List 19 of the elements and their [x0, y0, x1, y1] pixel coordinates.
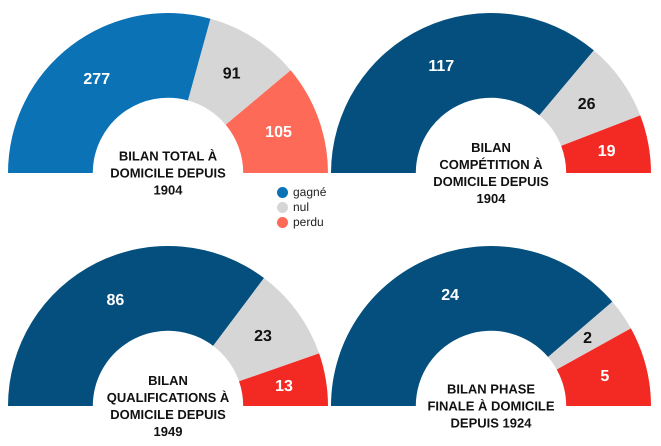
data-label: 277 — [83, 70, 110, 88]
data-label: 23 — [254, 328, 272, 346]
data-label: 24 — [441, 287, 460, 304]
data-label: 117 — [428, 58, 454, 75]
text: BILAN PHASE FINALE À DOMICILE DEPUIS 1924 — [426, 380, 556, 432]
data-label: 5 — [600, 368, 610, 385]
data-label: 2 — [583, 330, 592, 348]
data-label: 13 — [275, 378, 293, 395]
legend-label: perdu — [293, 215, 324, 230]
text: BILAN COMPÉTITION À DOMICILE DEPUIS 1904 — [432, 139, 550, 207]
data-label: 19 — [598, 142, 616, 160]
data-label: 26 — [578, 96, 596, 114]
data-label: 105 — [265, 124, 292, 142]
text: BILAN TOTAL À DOMICILE DEPUIS 1904 — [109, 148, 227, 198]
legend-label: nul — [293, 200, 310, 215]
data-label: 86 — [106, 292, 124, 310]
legend-label: gagné — [293, 185, 326, 200]
text: BILAN QUALIFICATIONS À DOMICILE DEPUIS 1949 — [106, 372, 230, 440]
data-label: 91 — [222, 65, 241, 82]
